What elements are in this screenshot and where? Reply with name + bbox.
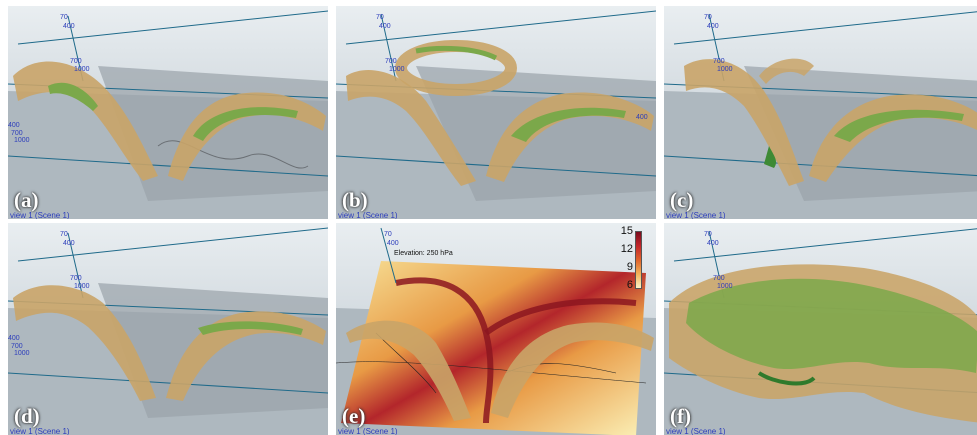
axis-tick: 400 xyxy=(8,122,20,129)
colorbar-tick: 15 xyxy=(620,225,633,237)
axis-tick: 700 xyxy=(385,58,397,65)
colorbar-tick: 12 xyxy=(620,243,633,255)
axis-tick: 1000 xyxy=(717,66,733,73)
view-label: view 1 (Scene 1) xyxy=(10,211,70,219)
panel-label: (e) xyxy=(342,404,366,428)
axis-tick: 700 xyxy=(713,275,725,282)
panel-d[interactable]: 70 400 700 1000 400 700 1000 (d) view 1 … xyxy=(8,223,328,435)
view-label: view 1 (Scene 1) xyxy=(666,427,726,435)
axis-tick: 400 xyxy=(387,240,399,247)
panel-e[interactable]: 70 400 Elevation: 250 hPa 15 12 9 6 (e) … xyxy=(336,223,656,435)
axis-tick: 700 xyxy=(713,58,725,65)
panel-label: (a) xyxy=(14,188,39,212)
axis-tick: 400 xyxy=(636,114,648,121)
elevation-label: Elevation: 250 hPa xyxy=(394,250,453,257)
axis-tick: 400 xyxy=(8,335,20,342)
view-label: view 1 (Scene 1) xyxy=(666,211,726,219)
view-label: view 1 (Scene 1) xyxy=(10,427,70,435)
axis-tick: 400 xyxy=(379,23,391,30)
panel-c[interactable]: 70 400 700 1000 (c) view 1 (Scene 1) xyxy=(664,6,977,219)
axis-tick: 70 xyxy=(384,231,392,238)
scene-d[interactable] xyxy=(8,223,328,435)
axis-tick: 700 xyxy=(70,58,82,65)
scene-a[interactable] xyxy=(8,6,328,219)
axis-tick: 70 xyxy=(60,231,68,238)
axis-tick: 700 xyxy=(11,130,23,137)
panel-a[interactable]: 70 400 700 1000 400 700 1000 (a) view 1 … xyxy=(8,6,328,219)
axis-tick: 400 xyxy=(63,23,75,30)
axis-tick: 1000 xyxy=(74,283,90,290)
axis-tick: 70 xyxy=(60,14,68,21)
axis-tick: 70 xyxy=(376,14,384,21)
axis-tick: 700 xyxy=(11,343,23,350)
axis-tick: 700 xyxy=(70,275,82,282)
view-label: view 1 (Scene 1) xyxy=(338,211,398,219)
axis-tick: 400 xyxy=(707,23,719,30)
panel-f[interactable]: 70 400 700 1000 (f) view 1 (Scene 1) xyxy=(664,223,977,435)
axis-tick: 1000 xyxy=(74,66,90,73)
panel-label: (c) xyxy=(670,188,694,212)
colorbar xyxy=(635,231,642,289)
scene-c[interactable] xyxy=(664,6,977,219)
scene-f[interactable] xyxy=(664,223,977,435)
axis-tick: 1000 xyxy=(389,66,405,73)
axis-tick: 400 xyxy=(707,240,719,247)
scene-e[interactable] xyxy=(336,223,656,435)
axis-tick: 70 xyxy=(704,14,712,21)
colorbar-tick: 6 xyxy=(626,279,633,291)
panel-label: (b) xyxy=(342,188,368,212)
axis-tick: 1000 xyxy=(14,137,30,144)
scene-b[interactable] xyxy=(336,6,656,219)
panel-b[interactable]: 70 400 700 1000 400 (b) view 1 (Scene 1) xyxy=(336,6,656,219)
axis-tick: 400 xyxy=(63,240,75,247)
axis-tick: 70 xyxy=(704,231,712,238)
panel-label: (f) xyxy=(670,404,691,428)
axis-tick: 1000 xyxy=(717,283,733,290)
panel-label: (d) xyxy=(14,404,40,428)
view-label: view 1 (Scene 1) xyxy=(338,427,398,435)
axis-tick: 1000 xyxy=(14,350,30,357)
colorbar-tick: 9 xyxy=(626,261,633,273)
